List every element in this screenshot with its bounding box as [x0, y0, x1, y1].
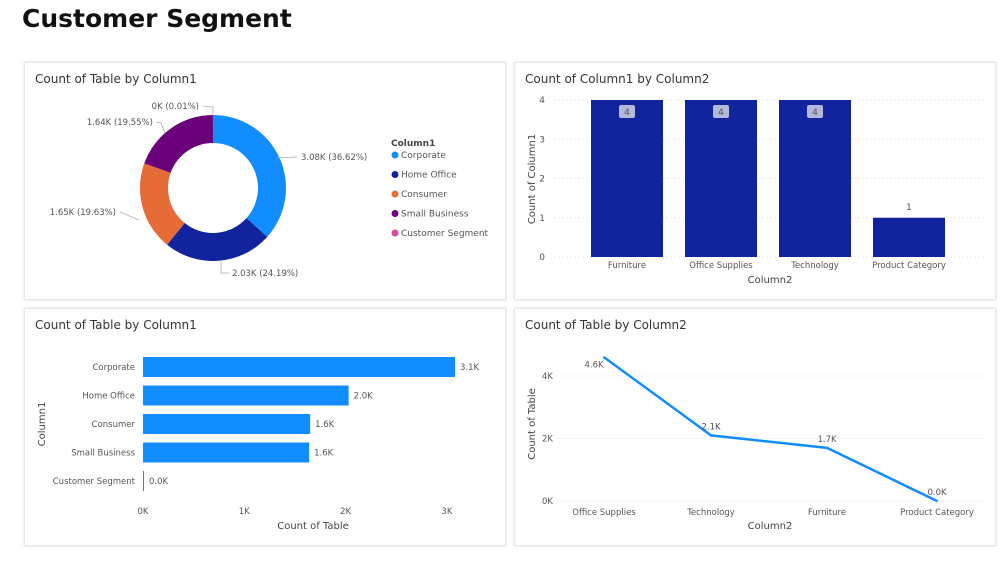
chart-title: Count of Table by Column2: [525, 318, 687, 332]
data-point: [826, 446, 828, 449]
bar-chart: 0K 1K 2K 3K Corporate 3.1K Home Office 2.0K Cons…: [37, 357, 480, 532]
bar: [143, 357, 456, 377]
x-tick-label: Office Supplies: [689, 261, 753, 271]
x-tick-label: Product Category: [872, 261, 946, 271]
donut-slice: [167, 218, 268, 261]
bar: [143, 385, 349, 406]
x-tick-label: Office Supplies: [572, 508, 636, 518]
y-axis-title: Column1: [37, 402, 48, 447]
donut-slice: [140, 163, 185, 245]
bar: [779, 100, 851, 257]
y-tick-label: 1: [539, 214, 545, 224]
donut-slice: [213, 115, 286, 237]
column-chart: 0 1 2 3 4 4 Furniture 4 Office Supplies 4 Technolo…: [527, 96, 985, 286]
y-tick-label: 2: [539, 175, 545, 185]
x-tick-label: Product Category: [900, 508, 974, 518]
y-tick-label: 4: [539, 96, 545, 106]
data-label: 1.7K: [817, 435, 837, 445]
legend-item: Customer Segment: [401, 229, 489, 239]
y-tick-label: 0: [539, 253, 545, 263]
legend-marker-icon: [391, 151, 399, 159]
x-axis-title: Column2: [748, 275, 793, 286]
bar: [685, 100, 757, 257]
x-tick-label: Furniture: [608, 261, 646, 271]
legend-item: Home Office: [401, 171, 457, 181]
donut-chart: 3.08K (36.62%) 2.03K (24.19%) 1.65K (19.63…: [50, 102, 489, 279]
leader-line: [220, 261, 229, 274]
y-tick-label: 3: [539, 135, 545, 145]
data-point: [710, 434, 712, 437]
data-label: 3.1K: [460, 363, 480, 373]
data-label: 2.03K (24.19%): [232, 269, 298, 279]
data-label: 0.0K: [149, 477, 169, 487]
x-tick-label: Technology: [790, 261, 839, 271]
legend-marker-icon: [391, 229, 399, 237]
data-label: 1: [906, 203, 912, 213]
x-tick-label: Furniture: [808, 508, 846, 518]
chart-title: Count of Table by Column1: [35, 318, 197, 332]
data-label: 4: [812, 108, 818, 118]
data-label: 2.0K: [354, 392, 374, 402]
leader-line: [155, 121, 166, 134]
legend-item: Corporate: [401, 151, 446, 161]
data-label: 0K (0.01%): [152, 102, 199, 112]
data-label-badge: [807, 105, 823, 118]
legend-marker-icon: [391, 171, 399, 178]
y-tick-label: Consumer: [92, 420, 136, 430]
bar: [143, 414, 311, 434]
data-point: [936, 499, 938, 502]
data-label: 1.6K: [315, 420, 335, 430]
legend-title: Column1: [391, 139, 435, 149]
legend-item: Small Business: [401, 210, 469, 220]
data-label: 4.6K: [584, 360, 604, 370]
y-tick-label: 0K: [542, 497, 553, 507]
data-label: 1.65K (19.63%): [50, 208, 116, 218]
data-label: 3.08K (36.62%): [301, 153, 367, 163]
y-tick-label: 4K: [542, 372, 553, 382]
x-tick-label: 2K: [340, 507, 351, 517]
bar-chart-panel[interactable]: Count of Table by Column1 0K 1K 2K 3K Corpor…: [24, 308, 506, 546]
chart-title: Count of Column1 by Column2: [525, 72, 710, 86]
y-axis-title: Count of Column1: [527, 134, 538, 224]
data-label: 1.64K (19.55%): [87, 118, 153, 128]
data-label: 2.1K: [701, 422, 721, 432]
x-tick-label: 1K: [239, 507, 250, 517]
data-label: 0.0K: [927, 488, 947, 498]
legend-marker-icon: [391, 210, 399, 217]
y-axis-title: Count of Table: [527, 388, 538, 460]
data-label-badge: [713, 105, 729, 118]
bar: [591, 100, 663, 257]
y-tick-label: Corporate: [93, 363, 136, 373]
leader-line: [119, 211, 140, 221]
x-tick-label: Technology: [686, 508, 735, 518]
y-tick-label: Small Business: [71, 449, 135, 459]
leader-line: [276, 156, 298, 159]
donut-slice: [144, 115, 213, 173]
y-tick-label: 2K: [542, 435, 553, 445]
page-title: Customer Segment: [22, 4, 292, 33]
bar: [873, 217, 945, 257]
data-label: 4: [718, 108, 724, 118]
data-point: [603, 356, 605, 359]
x-axis-title: Column2: [748, 521, 793, 532]
line-chart: 0K 2K 4K 4.6K Office Supplies 2.1K Technology 1…: [527, 356, 985, 532]
x-axis-title: Count of Table: [277, 521, 349, 532]
donut-chart-panel[interactable]: Count of Table by Column1 3.08K (36.62%)…: [24, 62, 506, 300]
column-chart-panel[interactable]: Count of Column1 by Column2 0 1 2 3 4 4 Furnit…: [514, 62, 996, 300]
data-label: 4: [624, 108, 630, 118]
y-tick-label: Customer Segment: [53, 477, 136, 487]
x-tick-label: 0K: [138, 507, 149, 517]
bar: [143, 471, 144, 491]
data-label: 1.6K: [314, 449, 334, 459]
x-tick-label: 3K: [441, 507, 452, 517]
leader-line: [202, 105, 214, 115]
chart-title: Count of Table by Column1: [35, 72, 197, 86]
y-tick-label: Home Office: [82, 392, 135, 402]
legend-item: Consumer: [401, 190, 447, 200]
bar: [143, 442, 310, 463]
line-chart-panel[interactable]: Count of Table by Column2 0K 2K 4K 4.6K Offi…: [514, 308, 996, 546]
series-line: [603, 356, 938, 503]
legend-marker-icon: [391, 190, 399, 198]
data-label-badge: [619, 105, 635, 118]
